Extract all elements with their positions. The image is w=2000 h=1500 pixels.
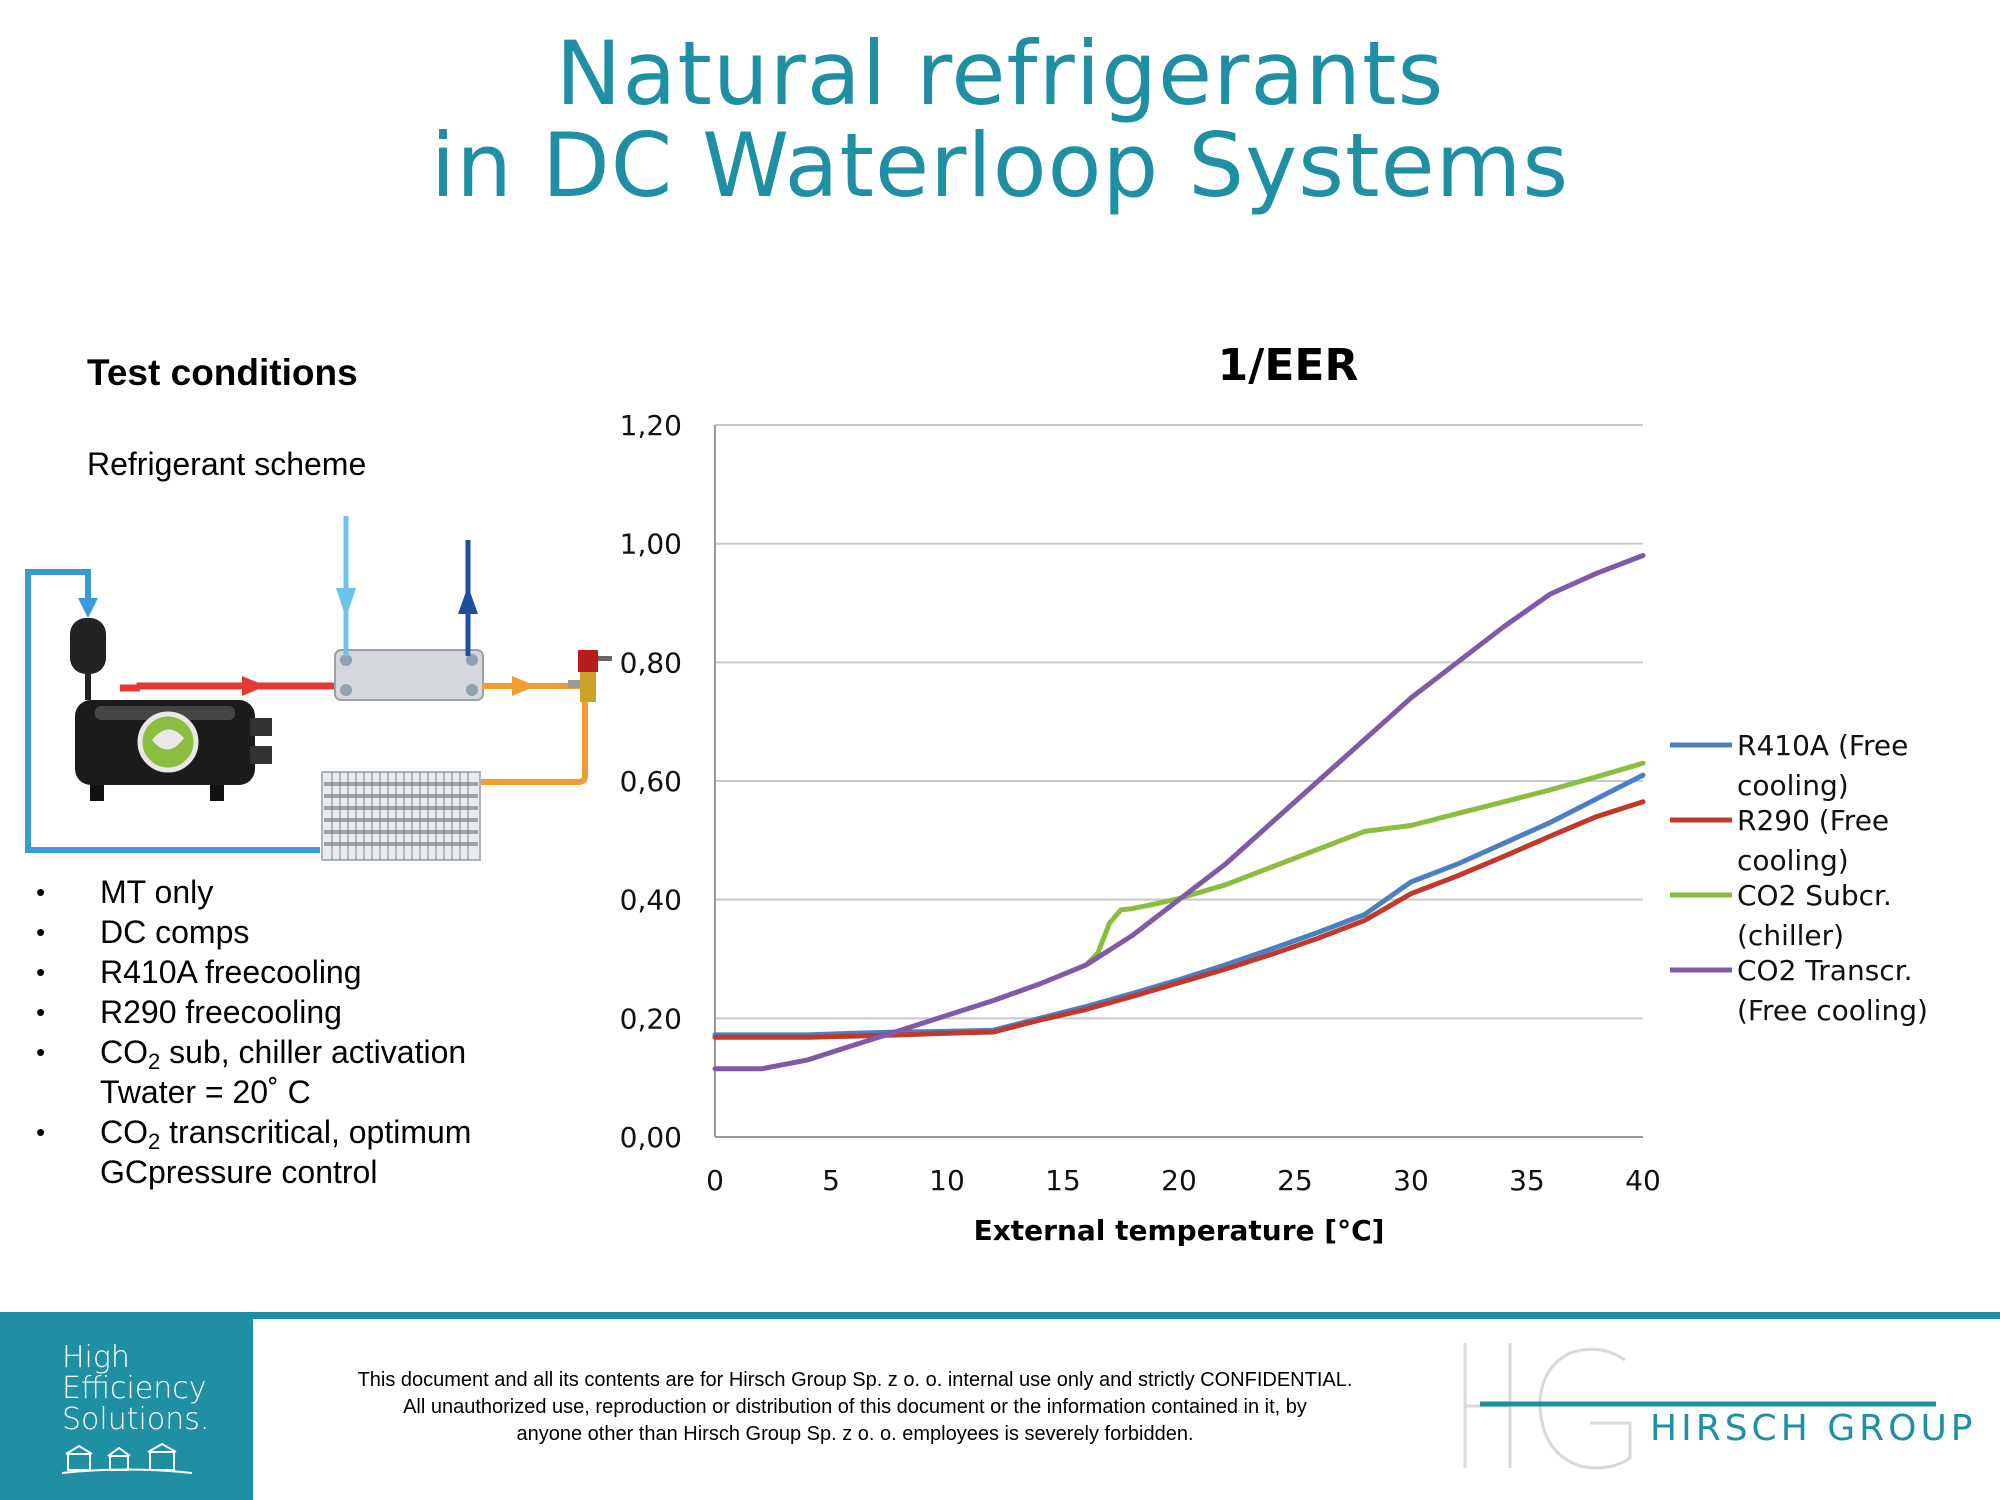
y-tick-label: 0,20	[620, 1002, 682, 1035]
evaporator-feed-pipe	[480, 700, 588, 785]
list-item: • CO2 transcritical, optimum GCpressure co…	[36, 1114, 472, 1190]
discharge-pipe	[136, 682, 340, 690]
x-tick-label: 25	[1277, 1164, 1313, 1197]
series-line	[1083, 760, 1646, 968]
plate-heat-exchanger	[334, 649, 484, 701]
refrigerant-scheme-diagram	[25, 516, 612, 861]
list-item: • CO2 sub, chiller activation Twater = 20˚…	[36, 1034, 467, 1110]
discharge-arrow-icon	[242, 676, 266, 696]
hirsch-group-logo	[1463, 1343, 1936, 1470]
x-tick-label: 10	[929, 1164, 965, 1197]
series-line	[712, 799, 1646, 1040]
list-item: • DC comps	[36, 914, 250, 950]
slide-title: Natural refrigerants in DC Waterloop Sys…	[0, 28, 2000, 212]
confidentiality-notice: This document and all its contents are f…	[357, 1369, 1353, 1445]
footer-band	[0, 1312, 2000, 1319]
x-tick-label: 20	[1161, 1164, 1197, 1197]
x-axis-label: External temperature [°C]	[974, 1214, 1385, 1247]
x-tick-label: 0	[706, 1164, 724, 1197]
x-tick-label: 5	[822, 1164, 840, 1197]
water-inlet-arrow-icon	[336, 588, 356, 618]
legend-label: CO2 Subcr. (chiller)	[1737, 879, 1892, 952]
list-item: • MT only	[36, 874, 214, 910]
accumulator	[70, 618, 106, 674]
return-arrow-icon	[78, 598, 98, 618]
hes-panel: High Efficiency Solutions.	[0, 1312, 253, 1500]
y-tick-label: 0,40	[620, 884, 682, 917]
test-conditions-heading: Test conditions	[87, 352, 358, 393]
expansion-valve	[578, 650, 598, 672]
legend-label: CO2 Transcr. (Free cooling)	[1737, 954, 1928, 1027]
y-tick-label: 1,20	[620, 409, 682, 442]
x-tick-label: 35	[1509, 1164, 1545, 1197]
test-conditions-list: • MT only • DC comps • R410A freecooling • R…	[36, 872, 596, 1192]
buildings-icon	[62, 1442, 192, 1474]
legend-label: R410A (Free cooling)	[1737, 729, 1908, 802]
slide-title-line-2: in DC Waterloop Systems	[430, 114, 1570, 217]
series-line	[712, 553, 1646, 1072]
eer-line-chart: 1/EER 0,00 0,20 0,40 0,60 0,80 1,00 1,20 0 5 10 15 2…	[620, 340, 1928, 1247]
brand-name: HIRSCH GROUP	[1650, 1408, 1977, 1449]
x-tick-label: 40	[1625, 1164, 1661, 1197]
coil-fins	[331, 772, 469, 860]
y-tick-label: 1,00	[620, 528, 682, 561]
refrigerant-scheme-label: Refrigerant scheme	[87, 446, 367, 482]
return-pipe	[25, 569, 320, 853]
x-tick-label: 15	[1045, 1164, 1081, 1197]
list-item: • R290 freecooling	[36, 994, 342, 1030]
slide-title-line-1: Natural refrigerants	[555, 22, 1445, 125]
y-tick-label: 0,00	[620, 1121, 682, 1154]
evaporator-coil	[321, 771, 481, 861]
hes-logo-text: High Efficiency Solutions.	[62, 1340, 210, 1437]
legend-label: R290 (Free cooling)	[1737, 804, 1889, 877]
water-outlet-arrow-icon	[458, 586, 478, 614]
x-tick-label: 30	[1393, 1164, 1429, 1197]
chart-title: 1/EER	[1218, 340, 1359, 391]
liquid-arrow-icon	[512, 676, 536, 696]
series-line	[712, 772, 1646, 1038]
list-item: • R410A freecooling	[36, 954, 362, 990]
y-tick-label: 0,80	[620, 646, 682, 679]
y-tick-label: 0,60	[620, 765, 682, 798]
